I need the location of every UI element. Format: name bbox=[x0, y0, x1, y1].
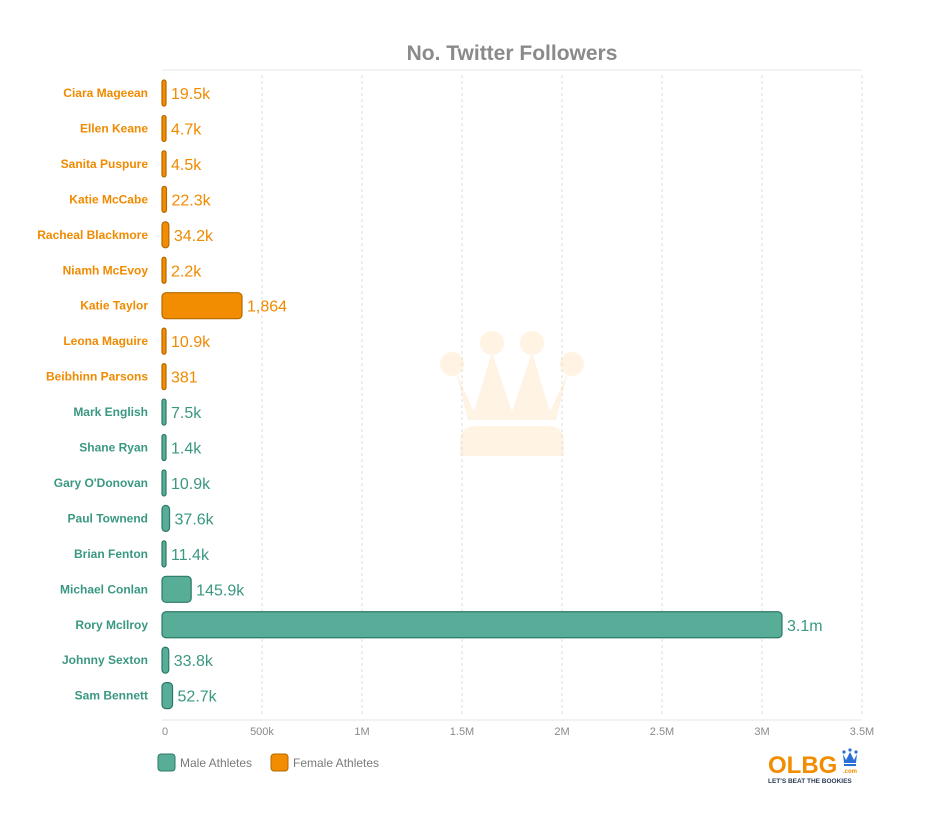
data-label: 381 bbox=[171, 370, 198, 387]
category-label: Beibhinn Parsons bbox=[46, 370, 148, 384]
data-label: 4.5k bbox=[171, 157, 202, 174]
category-label: Niamh McEvoy bbox=[63, 263, 149, 277]
bar[interactable] bbox=[161, 398, 167, 426]
x-tick-label: 0 bbox=[162, 726, 168, 738]
legend-label-male[interactable]: Male Athletes bbox=[180, 756, 252, 770]
category-label: Paul Townend bbox=[68, 511, 148, 525]
x-axis-ticks: 0 500k 1M 1.5M 2M 2.5M 3M 3.5M bbox=[162, 719, 874, 738]
legend: Male Athletes Female Athletes bbox=[157, 753, 379, 772]
logo-suffix: .com bbox=[843, 769, 857, 775]
logo-crown-icon bbox=[842, 748, 858, 766]
bar[interactable] bbox=[161, 646, 170, 674]
category-label: Ciara Mageean bbox=[63, 86, 148, 100]
data-label: 37.6k bbox=[175, 511, 215, 528]
data-label: 145.9k bbox=[196, 582, 245, 599]
x-tick-label: 1M bbox=[354, 726, 369, 738]
category-label: Brian Fenton bbox=[74, 547, 148, 561]
olbg-logo: OLBG .com LET'S BEAT THE BOOKIES bbox=[768, 748, 858, 785]
chart-title: No. Twitter Followers bbox=[407, 42, 618, 65]
category-label: Sam Bennett bbox=[75, 689, 148, 703]
bar[interactable] bbox=[161, 221, 170, 249]
data-label: 4.7k bbox=[171, 121, 202, 138]
bar[interactable] bbox=[161, 79, 167, 107]
data-label: 10.9k bbox=[171, 334, 211, 351]
category-label: Leona Maguire bbox=[63, 334, 148, 348]
bar[interactable] bbox=[161, 611, 783, 639]
x-tick-label: 500k bbox=[250, 726, 274, 738]
logo-tagline: LET'S BEAT THE BOOKIES bbox=[768, 778, 852, 785]
data-label: 33.8k bbox=[174, 653, 214, 670]
bar[interactable] bbox=[161, 256, 167, 284]
bar[interactable] bbox=[161, 292, 243, 320]
bar[interactable] bbox=[161, 327, 167, 355]
category-label: Racheal Blackmore bbox=[37, 228, 148, 242]
bar[interactable] bbox=[161, 433, 167, 462]
data-label: 7.5k bbox=[171, 405, 202, 422]
legend-swatch-female[interactable] bbox=[270, 753, 289, 772]
category-label: Rory McIlroy bbox=[75, 618, 148, 632]
category-label: Sanita Puspure bbox=[61, 157, 149, 171]
bar[interactable] bbox=[161, 682, 174, 710]
bar[interactable] bbox=[161, 185, 168, 213]
category-label: Michael Conlan bbox=[60, 582, 148, 596]
data-label: 3.1m bbox=[787, 618, 823, 635]
data-label: 1.4k bbox=[171, 441, 202, 458]
data-label: 2.2k bbox=[171, 263, 202, 280]
category-label: Ellen Keane bbox=[80, 121, 148, 135]
x-tick-label: 2.5M bbox=[650, 726, 674, 738]
bar[interactable] bbox=[161, 114, 167, 143]
data-label: 34.2k bbox=[174, 228, 214, 245]
category-label: Katie Taylor bbox=[80, 299, 148, 313]
data-label: 22.3k bbox=[171, 192, 211, 209]
bar[interactable] bbox=[161, 504, 171, 532]
x-tick-label: 3.5M bbox=[850, 726, 874, 738]
crown-watermark-icon bbox=[440, 331, 584, 456]
bar[interactable] bbox=[161, 363, 167, 391]
grid-lines bbox=[261, 75, 863, 716]
data-label: 10.9k bbox=[171, 476, 211, 493]
category-label: Gary O'Donovan bbox=[54, 476, 148, 490]
category-label: Shane Ryan bbox=[79, 441, 148, 455]
category-label: Katie McCabe bbox=[69, 192, 148, 206]
logo-text: OLBG bbox=[768, 752, 837, 779]
legend-label-female[interactable]: Female Athletes bbox=[293, 756, 379, 770]
category-label: Johnny Sexton bbox=[62, 653, 148, 667]
bars: Ciara Mageean 19.5k Ellen Keane 4.7k Sanita … bbox=[37, 79, 823, 710]
x-tick-label: 1.5M bbox=[450, 726, 474, 738]
legend-swatch-male[interactable] bbox=[157, 753, 176, 772]
bar[interactable] bbox=[161, 575, 192, 603]
category-label: Mark English bbox=[73, 405, 148, 419]
bar[interactable] bbox=[161, 150, 167, 178]
bar[interactable] bbox=[161, 469, 167, 497]
data-label: 1,864 bbox=[247, 299, 287, 316]
x-tick-label: 3M bbox=[754, 726, 769, 738]
data-label: 52.7k bbox=[178, 689, 218, 706]
x-tick-label: 2M bbox=[554, 726, 569, 738]
bar[interactable] bbox=[161, 540, 167, 568]
data-label: 19.5k bbox=[171, 86, 211, 103]
data-label: 11.4k bbox=[171, 547, 210, 564]
